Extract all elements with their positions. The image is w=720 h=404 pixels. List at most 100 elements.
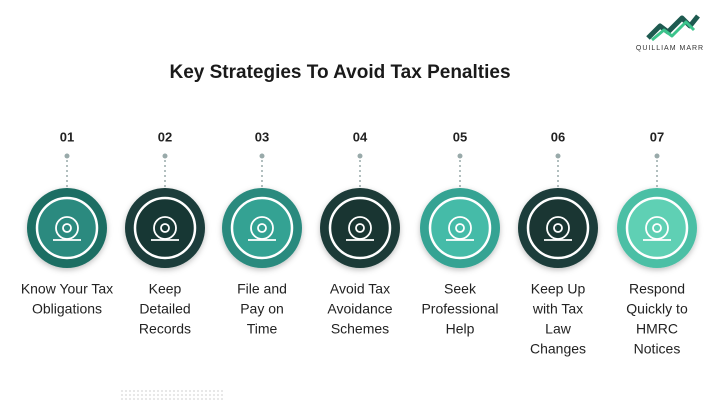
icon-core — [652, 223, 662, 233]
icon-core — [355, 223, 365, 233]
step-label: Know Your Tax — [21, 281, 113, 297]
dot — [153, 394, 155, 396]
dot — [161, 394, 163, 396]
step-label: Obligations — [32, 301, 102, 317]
dot — [121, 398, 123, 400]
step: 01 Know Your Tax Obligations — [21, 129, 113, 316]
dot — [209, 394, 211, 396]
dot — [125, 398, 127, 400]
dot — [169, 398, 171, 400]
dot — [133, 394, 135, 396]
dot — [193, 394, 195, 396]
icon-ring — [645, 216, 669, 240]
connector-dot — [162, 153, 168, 159]
icon-core — [160, 223, 170, 233]
icon-core — [62, 223, 72, 233]
icon-core — [455, 223, 465, 233]
dot — [197, 398, 199, 400]
badge-inner — [35, 196, 99, 260]
dot — [213, 398, 215, 400]
step-label: Keep — [149, 281, 182, 297]
step-label: Detailed — [139, 301, 190, 317]
dot — [129, 394, 131, 396]
step: 03 File and Pay on Time — [222, 129, 302, 337]
dot — [181, 390, 183, 392]
icon-ring — [153, 216, 177, 240]
step-label: Seek — [444, 281, 477, 297]
dot — [125, 390, 127, 392]
badge-inner — [625, 196, 689, 260]
icon-core — [257, 223, 267, 233]
dot — [189, 390, 191, 392]
dot — [209, 398, 211, 400]
dot — [141, 390, 143, 392]
dot — [149, 394, 151, 396]
dot — [161, 390, 163, 392]
dot — [157, 390, 159, 392]
icon — [544, 216, 572, 241]
dot — [193, 398, 195, 400]
dot — [181, 394, 183, 396]
icon — [248, 216, 276, 241]
step-label: Changes — [530, 341, 586, 357]
step: 07 Respond Quickly to HMRC Notices — [617, 129, 697, 357]
dot — [145, 394, 147, 396]
dot — [177, 390, 179, 392]
dot — [145, 398, 147, 400]
dot — [137, 390, 139, 392]
icon-ring — [546, 216, 570, 240]
badge-inner — [328, 196, 392, 260]
step-label: Help — [446, 321, 475, 337]
step: 04 Avoid Tax Avoidance Schemes — [320, 129, 400, 337]
dot — [153, 390, 155, 392]
step-label: HMRC — [636, 321, 678, 337]
dot — [197, 394, 199, 396]
dot — [193, 390, 195, 392]
decor-dots — [121, 390, 223, 400]
step-label: Respond — [629, 281, 685, 297]
dot — [177, 394, 179, 396]
connector-dot — [259, 153, 265, 159]
dot — [153, 398, 155, 400]
dot — [133, 398, 135, 400]
badge-inner — [230, 196, 294, 260]
step: 05 Seek Professional Help — [420, 129, 500, 337]
dot — [221, 394, 223, 396]
dot — [221, 390, 223, 392]
step-number: 02 — [158, 129, 172, 144]
title: Key Strategies To Avoid Tax Penalties — [169, 62, 510, 83]
icon — [643, 216, 671, 241]
icon-ring — [250, 216, 274, 240]
dot — [121, 394, 123, 396]
dot — [161, 398, 163, 400]
step-label: Schemes — [331, 321, 389, 337]
step: 02 Keep Detailed Records — [125, 129, 205, 337]
dot — [137, 394, 139, 396]
dot — [157, 398, 159, 400]
icon — [446, 216, 474, 241]
dot — [221, 398, 223, 400]
step-number: 07 — [650, 129, 664, 144]
dot — [201, 398, 203, 400]
dot — [185, 390, 187, 392]
connector-dot — [64, 153, 70, 159]
dot — [149, 398, 151, 400]
icon-ring — [448, 216, 472, 240]
dot — [169, 394, 171, 396]
step-label: Avoid Tax — [330, 281, 390, 297]
dot — [121, 390, 123, 392]
dot — [145, 390, 147, 392]
dot — [217, 390, 219, 392]
dot — [201, 390, 203, 392]
step-number: 04 — [353, 129, 368, 144]
dot — [141, 394, 143, 396]
dot — [205, 398, 207, 400]
dot — [189, 398, 191, 400]
dot — [217, 394, 219, 396]
step-label: Notices — [634, 341, 681, 357]
badge-inner — [526, 196, 590, 260]
dot — [133, 390, 135, 392]
step-label: Law — [545, 321, 572, 337]
dot — [173, 394, 175, 396]
